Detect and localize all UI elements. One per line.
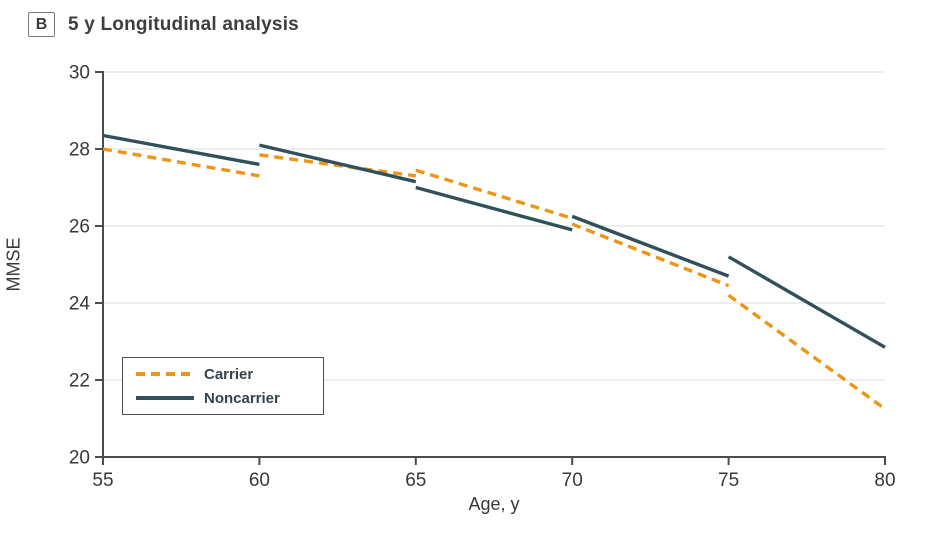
y-axis-title: MMSE [3, 237, 24, 292]
legend-item-noncarrier: Noncarrier [136, 390, 323, 407]
carrier-line-segment-5 [727, 293, 886, 411]
carrier-dashed-line-swatch [136, 372, 194, 376]
x-axis-title: Age, y [468, 494, 520, 514]
noncarrier-line-segment-3 [415, 185, 573, 232]
noncarrier-line-segment-5 [727, 255, 886, 349]
x-tick-label-60: 60 [249, 470, 270, 491]
carrier-line-segment-4 [571, 222, 730, 288]
legend-label-carrier: Carrier [204, 365, 254, 383]
y-tick-label-20: 20 [69, 448, 90, 469]
x-tick-label-80: 80 [874, 470, 895, 491]
x-tick-label-75: 75 [718, 470, 739, 491]
noncarrier-solid-line-swatch [136, 396, 194, 400]
panel-letter-badge: B [28, 12, 55, 37]
chart-legend: Carrier Noncarrier [122, 357, 324, 415]
y-tick-label-28: 28 [69, 140, 90, 161]
panel-title: 5 y Longitudinal analysis [68, 13, 299, 35]
x-tick-label-55: 55 [92, 470, 113, 491]
x-tick-label-70: 70 [562, 470, 583, 491]
y-tick-label-30: 30 [69, 63, 90, 84]
carrier-line-segment-3 [415, 168, 573, 220]
y-tick-label-24: 24 [69, 294, 91, 315]
x-tick-label-65: 65 [405, 470, 426, 491]
carrier-line-segment-2 [259, 153, 417, 178]
panel-header: B 5 y Longitudinal analysis [28, 12, 299, 37]
noncarrier-line-segment-1 [102, 133, 260, 167]
y-tick-label-22: 22 [69, 371, 90, 392]
legend-item-carrier: Carrier [136, 366, 323, 383]
noncarrier-line-segment-2 [259, 143, 417, 184]
carrier-line-segment-1 [102, 147, 260, 178]
legend-label-noncarrier: Noncarrier [204, 389, 280, 407]
noncarrier-line-segment-4 [571, 214, 730, 278]
y-tick-label-26: 26 [69, 217, 90, 238]
